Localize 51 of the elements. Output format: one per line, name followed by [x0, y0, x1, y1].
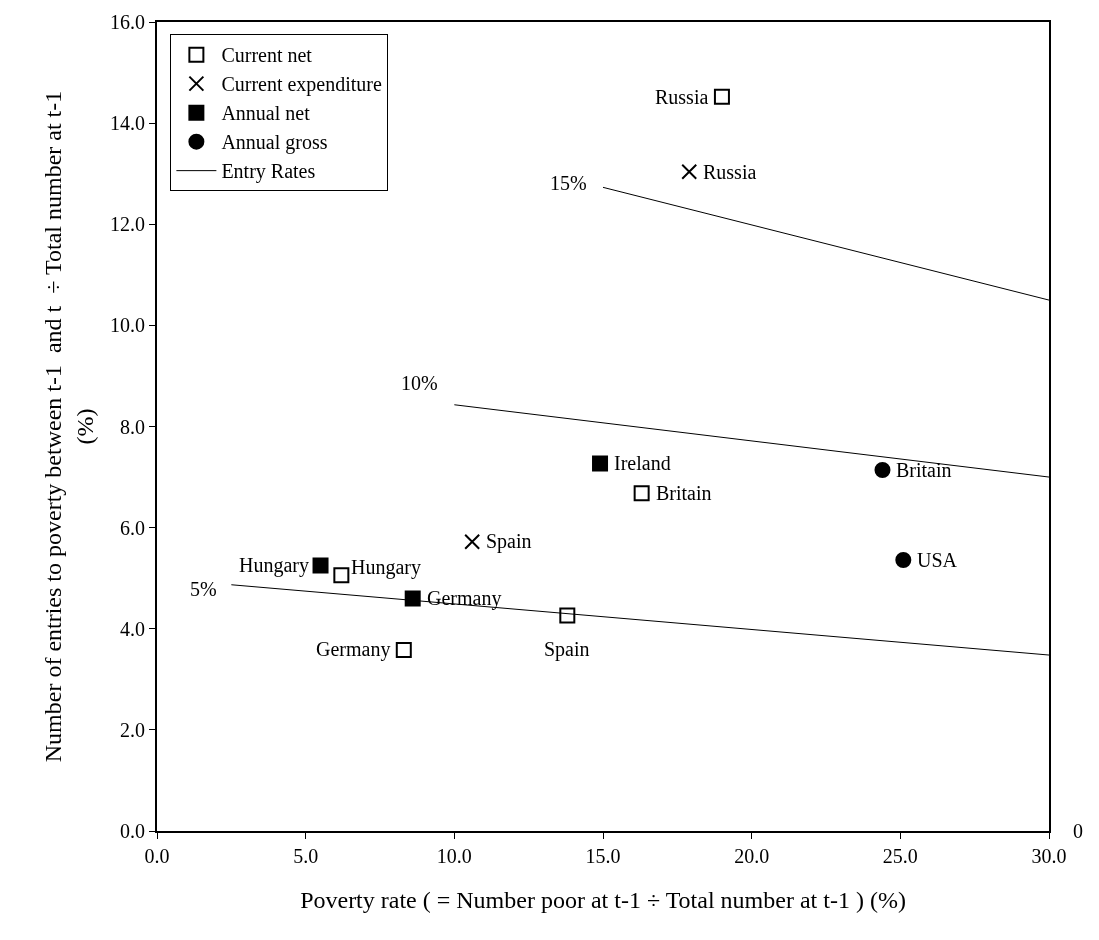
point: [874, 461, 891, 478]
point: [592, 455, 609, 472]
y-tick-label: 10.0: [110, 314, 145, 337]
y-tick-label: 14.0: [110, 112, 145, 135]
legend-label: Current net: [221, 44, 313, 67]
annotation: Germany: [316, 638, 391, 661]
x-tick-label: 10.0: [436, 845, 472, 867]
point: [895, 551, 912, 568]
annotation: Russia: [655, 86, 709, 108]
x-tick-label: 15.0: [585, 845, 621, 867]
x-tick-label: 30.0: [1031, 845, 1067, 867]
x-tick-label: 25.0: [882, 845, 918, 867]
point: [464, 533, 481, 550]
text: 0: [1073, 820, 1083, 842]
x-axis-title: Poverty rate ( = Number poor at t-1 ÷ Total number at t-1 ) (%): [300, 886, 906, 913]
y-axis-title: Number of entries to poverty between t-1 and t ÷ Total number at t-1 (%): [40, 90, 98, 763]
annotation: 5%: [190, 578, 217, 600]
annotation: 10%: [401, 372, 438, 394]
y-tick-label: 16.0: [110, 11, 145, 33]
point: [713, 88, 730, 105]
legend-label: Current expenditure: [221, 73, 382, 97]
annotation: Hungary: [351, 556, 421, 579]
legend-label: Annual net: [221, 102, 311, 125]
annotation: Russia: [703, 161, 757, 183]
annotation: Hungary: [239, 554, 309, 577]
point: [395, 641, 412, 658]
legend-label: Annual gross: [221, 131, 328, 155]
point: [633, 485, 650, 502]
y-tick-label: 2.0: [120, 718, 145, 741]
annotation: USA: [917, 549, 958, 571]
legend-label: Entry Rates: [221, 160, 316, 184]
annotation: Ireland: [614, 452, 671, 474]
y-tick-label: 0.0: [120, 820, 145, 842]
point: [312, 557, 329, 574]
point: [404, 590, 421, 607]
point: [681, 163, 698, 180]
point: [333, 567, 350, 584]
annotation: Britain: [656, 482, 712, 504]
x-tick-label: 0.0: [144, 845, 170, 867]
annotation: Spain: [486, 530, 532, 553]
annotation: Spain: [544, 638, 590, 661]
y-tick-label: 8.0: [120, 415, 145, 438]
x-tick-label: 20.0: [734, 845, 770, 867]
annotation: Britain: [896, 459, 952, 481]
annotation: 15%: [550, 172, 587, 194]
annotation: Germany: [427, 587, 502, 610]
y-tick-label: 6.0: [120, 516, 145, 539]
y-tick-label: 12.0: [110, 213, 145, 236]
y-tick-label: 4.0: [120, 617, 145, 640]
x-tick-label: 5.0: [293, 845, 319, 867]
point: [559, 607, 576, 624]
